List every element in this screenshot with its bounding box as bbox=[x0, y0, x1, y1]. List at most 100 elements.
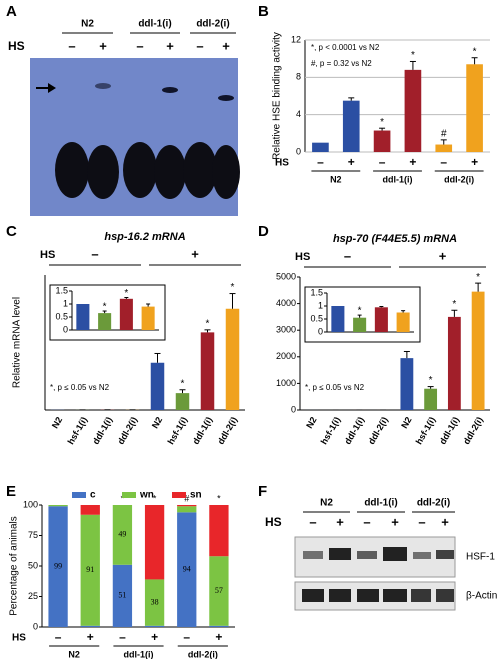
annotation: *, p ≤ 0.05 vs N2 bbox=[305, 383, 365, 392]
bar-segment bbox=[48, 505, 68, 507]
bar bbox=[150, 362, 165, 410]
treatment: + bbox=[166, 38, 174, 53]
bar-segment bbox=[209, 556, 229, 626]
y-tick-label: 0 bbox=[63, 324, 68, 334]
bar bbox=[396, 312, 410, 332]
bar-segment bbox=[48, 506, 68, 627]
y-tick-label: 5000 bbox=[276, 271, 296, 281]
treatment: + bbox=[409, 155, 416, 169]
group-label: ddl-2(i) bbox=[444, 174, 474, 184]
lane-header: ddl-1(i) bbox=[364, 498, 397, 509]
x-tick-label: ddl-2(i) bbox=[116, 415, 140, 446]
y-tick-label: 0 bbox=[318, 326, 323, 336]
y-axis-label: Percentage of animals bbox=[9, 516, 20, 616]
y-tick-label: 3000 bbox=[276, 325, 296, 335]
y-tick-label: 75 bbox=[28, 530, 38, 540]
row-label: HS bbox=[8, 39, 25, 53]
treatment: + bbox=[348, 155, 355, 169]
row-label: HS bbox=[40, 249, 55, 261]
treatment: – bbox=[418, 514, 425, 529]
value-label: 51 bbox=[118, 591, 126, 600]
inset-frame bbox=[304, 286, 421, 343]
annotation: *, p ≤ 0.05 vs N2 bbox=[50, 383, 110, 392]
bar bbox=[435, 144, 453, 152]
treatment: + bbox=[391, 514, 399, 529]
bar bbox=[312, 142, 329, 152]
treatment: + bbox=[87, 630, 94, 644]
significance-marker: * bbox=[380, 117, 384, 128]
significance-marker: * bbox=[476, 272, 480, 283]
row-label: HS bbox=[295, 251, 310, 263]
legend-swatch bbox=[172, 492, 186, 498]
bar bbox=[404, 69, 422, 152]
legend-swatch bbox=[72, 492, 86, 498]
row-label: HS bbox=[275, 158, 289, 169]
x-tick-label: ddl-1(i) bbox=[438, 415, 462, 446]
x-tick-label: N2 bbox=[150, 415, 164, 430]
lane-header: ddl-2(i) bbox=[196, 19, 229, 30]
y-tick-label: 1 bbox=[63, 298, 68, 308]
bar bbox=[98, 313, 112, 330]
y-tick-label: 50 bbox=[28, 560, 38, 570]
value-label: 99 bbox=[54, 561, 62, 570]
row-label: HS bbox=[265, 515, 282, 529]
panel-label: D bbox=[258, 223, 269, 240]
group-label: N2 bbox=[68, 649, 80, 659]
y-tick-label: 1.5 bbox=[310, 287, 323, 297]
annotation: *, p < 0.0001 vs N2 bbox=[311, 43, 380, 52]
significance-marker: * bbox=[358, 306, 362, 317]
treatment: + bbox=[222, 38, 230, 53]
panel-label: C bbox=[6, 223, 17, 240]
lane-header: ddl-1(i) bbox=[138, 19, 171, 30]
y-tick-label: 1000 bbox=[276, 378, 296, 388]
y-tick-label: 4 bbox=[296, 109, 301, 119]
significance-marker: # bbox=[184, 493, 189, 503]
x-tick-label: hsf-1(i) bbox=[166, 415, 190, 446]
significance-marker: * bbox=[124, 288, 128, 299]
group-label: ddl-2(i) bbox=[188, 649, 218, 659]
treatment: + bbox=[191, 246, 199, 261]
x-tick-label: N2 bbox=[304, 415, 318, 430]
y-tick-label: 12 bbox=[291, 34, 301, 44]
significance-marker: * bbox=[206, 318, 210, 329]
panel-label: A bbox=[6, 3, 17, 20]
bar-segment bbox=[112, 564, 133, 627]
lane-header: N2 bbox=[81, 19, 94, 30]
significance-marker: * bbox=[429, 375, 433, 386]
group-label: ddl-1(i) bbox=[383, 174, 413, 184]
gel-bands bbox=[95, 83, 234, 101]
band-label: β-Actin bbox=[466, 591, 497, 602]
value-label: 38 bbox=[151, 597, 159, 606]
treatment: – bbox=[440, 155, 447, 169]
y-axis-label: Relative mRNA level bbox=[12, 297, 23, 388]
bar bbox=[175, 393, 190, 410]
bar-segment bbox=[80, 625, 100, 627]
bar-segment bbox=[177, 512, 197, 627]
y-tick-label: 2000 bbox=[276, 351, 296, 361]
treatment: + bbox=[441, 514, 449, 529]
bar-segment bbox=[80, 505, 100, 515]
legend-label: c bbox=[90, 490, 96, 501]
row-label: HS bbox=[12, 633, 26, 644]
x-tick-label: ddl-1(i) bbox=[343, 415, 367, 446]
treatment: + bbox=[151, 630, 158, 644]
significance-marker: * bbox=[181, 378, 185, 389]
bar-segment bbox=[177, 505, 197, 507]
treatment: – bbox=[309, 514, 316, 529]
group-label: ddl-1(i) bbox=[124, 649, 154, 659]
value-label: 94 bbox=[183, 564, 191, 573]
x-tick-label: N2 bbox=[399, 415, 413, 430]
x-tick-label: ddl-2(i) bbox=[461, 415, 485, 446]
treatment: + bbox=[439, 248, 447, 263]
x-tick-label: hsf-1(i) bbox=[414, 415, 438, 446]
blot-bands bbox=[302, 547, 454, 602]
bar-segment bbox=[144, 505, 165, 580]
bar bbox=[331, 306, 345, 332]
legend-label: wn bbox=[139, 490, 154, 501]
y-axis-label: Relative HSE binding activity bbox=[272, 32, 283, 160]
x-tick-label: ddl-1(i) bbox=[191, 415, 215, 446]
y-tick-label: 1.5 bbox=[55, 285, 68, 295]
legend-label: sn bbox=[190, 490, 202, 501]
bar bbox=[119, 298, 133, 330]
y-tick-label: 0 bbox=[291, 404, 296, 414]
